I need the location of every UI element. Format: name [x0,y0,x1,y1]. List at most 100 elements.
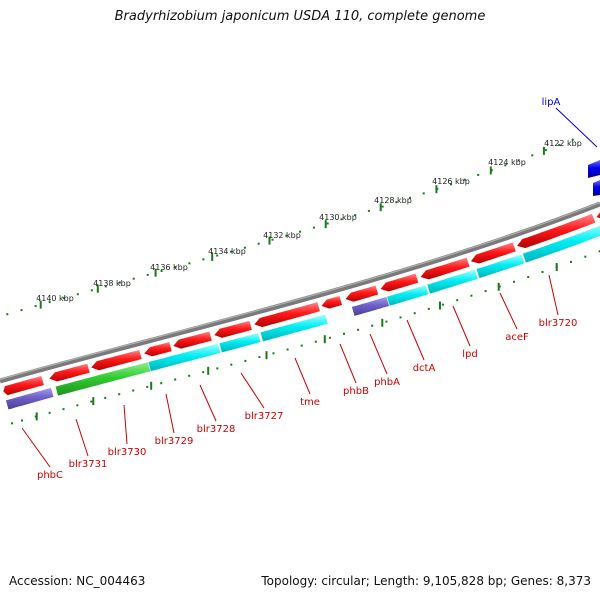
ruler-dot-lower [314,340,317,343]
gene-track-feature [386,284,430,307]
ruler-dot-lower [300,344,303,347]
gene-label-phbB[interactable]: phbB [343,386,369,397]
ruler-dot-lower [202,371,205,374]
gene-leader-line [339,343,357,384]
gene-track-feature [426,268,479,295]
gene-label-tme[interactable]: tme [300,397,320,408]
ruler-dot-lower [498,285,501,288]
gene-label-dctA[interactable]: dctA [413,363,436,374]
ruler-dot [544,149,547,152]
ruler-dot [340,218,343,221]
ruler-dot-lower [584,255,587,258]
cds-feature [213,320,253,339]
ruler-dot [132,277,135,280]
ruler-dot [146,273,149,276]
scale-tick-label: 4134 kbp [208,247,246,256]
cds-feature [2,375,45,396]
ruler-dot-lower [343,332,345,335]
backbone [0,201,600,384]
scale-tick-label: 4130 kbp [319,213,357,222]
cds-feature [516,213,597,249]
ruler-dot [34,305,37,308]
gene-label-phbC[interactable]: phbC [37,470,63,481]
cds-feature [253,301,321,328]
ruler-dot-lower [427,307,430,310]
gene-label-lpd[interactable]: lpd [462,349,477,360]
ruler-dot [312,226,315,229]
ruler-dot [326,222,329,225]
gene-track-feature [475,253,526,279]
ruler-dot-lower [174,378,177,381]
ruler-dot-lower [230,363,233,366]
gene-leader-line [548,274,559,316]
gene-label-lipA[interactable]: lipA [542,97,561,108]
scale-tick-label: 4122 kbp [544,139,582,148]
cds-feature [344,284,379,303]
lipA-feature [588,160,600,178]
gene-leader-line [123,404,128,445]
gene-label-blr3720[interactable]: blr3720 [539,318,578,329]
cds-feature [595,211,600,219]
map-title: Bradyrhizobium japonicum USDA 110, compl… [114,9,486,24]
ruler-dot [354,214,357,217]
ruler-dot-lower [90,400,93,403]
ruler-dot-lower [160,382,163,385]
ruler-dot-lower [48,411,51,414]
scale-tick-label: 4136 kbp [150,263,188,272]
ruler-dot [202,258,205,261]
ruler-dot [76,293,79,296]
gene-track-feature [522,225,600,264]
gene-track-feature [218,332,262,354]
ruler-dot-lower [258,356,261,359]
lipA-feature-2 [593,180,600,196]
ruler-dot-lower [371,324,374,327]
gene-label-blr3729[interactable]: blr3729 [155,436,194,447]
topology-summary: Topology: circular; Length: 9,105,828 bp… [261,574,591,588]
ruler-dot-lower [570,260,572,263]
scale-tick-label: 4124 kbp [488,158,526,167]
cds-feature [172,330,213,350]
gene-label-blr3727[interactable]: blr3727 [245,411,284,422]
ruler-dot-lower [216,367,219,370]
ruler-dot-lower [527,276,530,278]
ruler-dot-lower [244,359,247,362]
gene-leader-line [499,292,518,330]
ruler-dot-lower [357,328,360,331]
gene-label-blr3731[interactable]: blr3731 [69,459,108,470]
ruler-dot-lower [11,422,14,425]
gene-leader-line [199,384,217,422]
ruler-dot [367,209,370,212]
ruler-dot [409,196,411,199]
ruler-dot-lower [118,393,121,396]
cds-feature [419,256,471,281]
gene-track-feature [5,387,55,411]
backbone-line [0,201,600,384]
gene-label-aceF[interactable]: aceF [505,332,529,343]
backbone-highlight [0,201,600,381]
ruler-dot [118,281,121,284]
ruler-dot-lower [21,419,23,422]
cds-feature [320,295,343,310]
ruler-dot [48,301,51,304]
ruler-dot [477,173,480,176]
gene-leader-line [240,372,265,409]
gene-leader-line [294,357,311,395]
gene-leader-line [452,305,471,347]
ruler-dot [6,313,9,316]
ruler-dot-lower [541,271,544,273]
gene-label-blr3730[interactable]: blr3730 [108,447,147,458]
scale-tick-label: 4132 kbp [263,231,301,240]
ruler-dot-lower [104,396,107,399]
ruler-dot [20,309,23,312]
gene-label-blr3728[interactable]: blr3728 [197,424,236,435]
scale-tick-label: 4128 kbp [374,196,412,205]
ruler-dot-lower [513,280,515,283]
ruler-dot [104,285,107,288]
ruler-dot [450,183,452,186]
ruler-dot-lower [328,336,331,339]
ruler-dot [571,138,574,141]
feature-track [2,160,600,411]
gene-label-phbA[interactable]: phbA [374,377,400,388]
